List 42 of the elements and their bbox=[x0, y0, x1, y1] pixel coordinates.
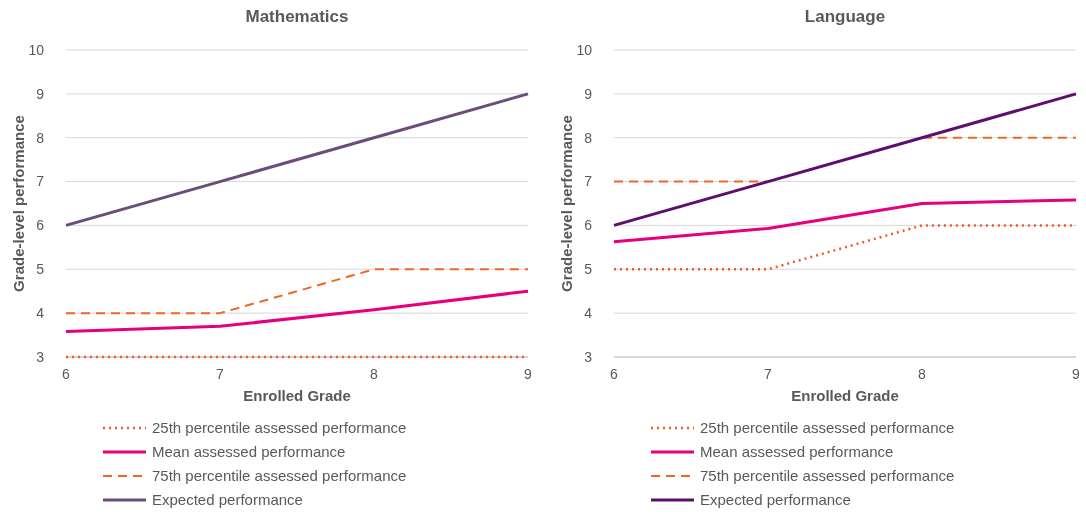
x-tick-label: 6 bbox=[62, 366, 71, 382]
y-tick-label: 5 bbox=[584, 261, 593, 278]
x-tick-label: 8 bbox=[370, 366, 379, 382]
x-tick-label: 7 bbox=[764, 366, 773, 382]
legend-label: Expected performance bbox=[152, 491, 303, 509]
line-series bbox=[64, 289, 530, 334]
y-tick-label: 4 bbox=[584, 305, 593, 322]
y-tick-label: 9 bbox=[584, 85, 593, 102]
chart-title: Mathematics bbox=[245, 7, 349, 26]
y-axis-title: Grade-level performance bbox=[10, 115, 27, 292]
y-tick-label: 4 bbox=[36, 305, 45, 322]
legend-label: 25th percentile assessed performance bbox=[152, 419, 407, 437]
y-tick-label: 6 bbox=[584, 217, 593, 234]
y-tick-label: 9 bbox=[36, 85, 45, 102]
y-tick-label: 8 bbox=[584, 129, 593, 146]
legend-label: 75th percentile assessed performance bbox=[152, 467, 407, 485]
y-tick-label: 7 bbox=[36, 173, 45, 190]
legend-label: 25th percentile assessed performance bbox=[700, 419, 955, 437]
y-tick-label: 8 bbox=[36, 129, 45, 146]
y-tick-label: 10 bbox=[28, 41, 45, 58]
x-axis-title: Enrolled Grade bbox=[791, 387, 899, 404]
y-tick-label: 6 bbox=[36, 217, 45, 234]
legend-label: Mean assessed performance bbox=[152, 443, 346, 461]
x-tick-label: 7 bbox=[216, 366, 225, 382]
line-series bbox=[64, 92, 530, 227]
y-tick-label: 5 bbox=[36, 261, 45, 278]
line-series bbox=[612, 198, 1078, 244]
x-tick-label: 8 bbox=[918, 366, 927, 382]
legend-label: Expected performance bbox=[700, 491, 851, 509]
x-tick-label: 6 bbox=[610, 366, 619, 382]
chart-title: Language bbox=[804, 7, 886, 26]
y-tick-label: 3 bbox=[584, 348, 593, 365]
line-series bbox=[612, 92, 1078, 227]
x-axis-title: Enrolled Grade bbox=[243, 387, 351, 404]
y-tick-label: 7 bbox=[584, 173, 593, 190]
legend-label: 75th percentile assessed performance bbox=[700, 467, 955, 485]
y-axis-title: Grade-level performance bbox=[558, 115, 575, 292]
x-tick-label: 9 bbox=[1072, 366, 1081, 382]
y-tick-label: 10 bbox=[576, 41, 593, 58]
legend-label: Mean assessed performance bbox=[700, 443, 894, 461]
y-tick-label: 3 bbox=[36, 348, 45, 365]
x-tick-label: 9 bbox=[524, 366, 533, 382]
